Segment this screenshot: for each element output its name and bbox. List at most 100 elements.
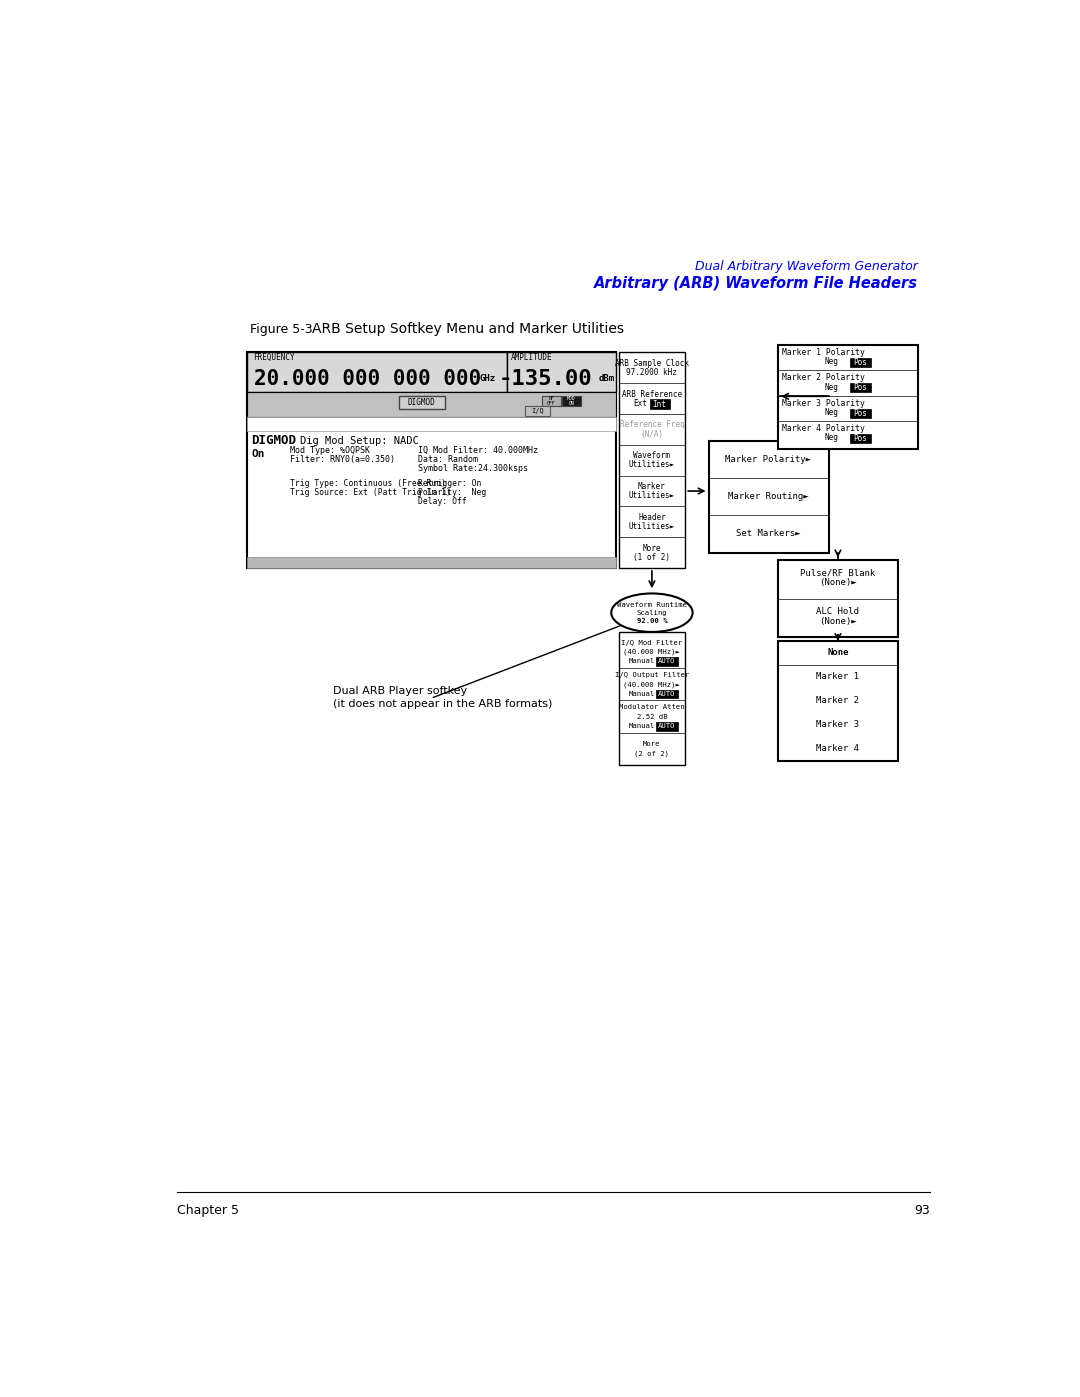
Bar [779, 345, 918, 448]
Text: dBm: dBm [598, 374, 615, 383]
Text: On: On [252, 448, 265, 460]
Text: Manual: Manual [629, 722, 654, 729]
Text: I/Q Mod Filter: I/Q Mod Filter [621, 640, 683, 645]
Bar [708, 441, 828, 553]
Text: (40.000 MHz)►: (40.000 MHz)► [623, 682, 680, 687]
Bar [247, 557, 616, 569]
Text: RF
OFF: RF OFF [546, 395, 555, 407]
Text: Pos: Pos [853, 434, 867, 443]
Text: -135.00: -135.00 [499, 369, 593, 388]
Text: Manual: Manual [629, 690, 654, 697]
Text: Dig Mod Setup: NADC: Dig Mod Setup: NADC [300, 436, 419, 446]
Text: More: More [644, 742, 661, 747]
Text: Mod Type: %OQPSK: Mod Type: %OQPSK [291, 446, 370, 455]
Text: AUTO: AUTO [658, 690, 675, 697]
Text: Modulator Atten: Modulator Atten [619, 704, 685, 711]
Text: I/Q: I/Q [531, 408, 543, 414]
Bar [656, 658, 677, 666]
Text: None: None [827, 648, 849, 657]
Bar [850, 358, 872, 367]
Text: Symbol Rate:24.300ksps: Symbol Rate:24.300ksps [418, 464, 528, 474]
Text: AUTO: AUTO [658, 722, 675, 729]
Bar [779, 641, 899, 760]
Text: Manual: Manual [629, 658, 654, 664]
Text: FREQUENCY: FREQUENCY [254, 353, 295, 362]
Bar [619, 352, 685, 569]
Text: Polarity:  Neg: Polarity: Neg [418, 488, 486, 497]
Text: ALC Hold: ALC Hold [816, 606, 860, 616]
Text: Trig Source: Ext (Patt Trig In 1): Trig Source: Ext (Patt Trig In 1) [291, 488, 450, 497]
Bar [247, 352, 507, 393]
Text: Trig Type: Continuous (Free Run): Trig Type: Continuous (Free Run) [291, 479, 446, 488]
Text: 97.2000 kHz: 97.2000 kHz [626, 367, 677, 377]
Text: Int: Int [652, 400, 666, 408]
Text: (1 of 2): (1 of 2) [634, 553, 671, 562]
Text: Arbitrary (ARB) Waveform File Headers: Arbitrary (ARB) Waveform File Headers [594, 275, 918, 291]
Text: More: More [643, 543, 661, 553]
Bar [247, 393, 616, 418]
Text: (40.000 MHz)►: (40.000 MHz)► [623, 648, 680, 655]
Text: Marker 3: Marker 3 [816, 719, 860, 729]
Text: Utilities►: Utilities► [629, 492, 675, 500]
Text: Chapter 5: Chapter 5 [177, 1204, 239, 1218]
Text: Reference Freq: Reference Freq [620, 420, 685, 429]
Text: DIGMOD: DIGMOD [408, 398, 435, 407]
Bar [850, 383, 872, 393]
Text: I/Q Output Filter: I/Q Output Filter [615, 672, 689, 678]
Text: Utilities►: Utilities► [629, 461, 675, 469]
Bar [562, 395, 581, 407]
Text: Marker 2: Marker 2 [816, 696, 860, 705]
Text: Pos: Pos [853, 409, 867, 418]
Bar [850, 409, 872, 418]
Text: Set Markers►: Set Markers► [735, 529, 800, 538]
Text: Filter: RNY0(a=0.350): Filter: RNY0(a=0.350) [291, 455, 395, 464]
Text: Dual ARB Player softkey: Dual ARB Player softkey [333, 686, 467, 696]
Bar [779, 560, 899, 637]
Text: Delay: Off: Delay: Off [418, 497, 467, 506]
Text: 2.52 dB: 2.52 dB [636, 714, 667, 719]
Text: ARB Setup Softkey Menu and Marker Utilities: ARB Setup Softkey Menu and Marker Utilit… [312, 323, 624, 337]
Bar [850, 434, 872, 443]
Text: ARB Reference: ARB Reference [622, 390, 681, 398]
Text: 20.000 000 000 000: 20.000 000 000 000 [254, 369, 481, 388]
Text: Marker 1 Polarity: Marker 1 Polarity [782, 348, 865, 358]
Text: GHz: GHz [480, 374, 496, 383]
Text: Figure 5-3: Figure 5-3 [249, 323, 312, 335]
Text: AUTO: AUTO [658, 658, 675, 664]
Text: 92.00 %: 92.00 % [636, 617, 667, 624]
Bar [399, 397, 445, 409]
Bar [656, 722, 677, 731]
Text: Ext: Ext [633, 398, 647, 408]
Text: (None)►: (None)► [819, 578, 856, 587]
Text: Marker 1: Marker 1 [816, 672, 860, 682]
Text: Marker 2 Polarity: Marker 2 Polarity [782, 373, 865, 383]
Bar [656, 690, 677, 698]
Text: 93: 93 [915, 1204, 930, 1218]
Text: Neg: Neg [825, 433, 839, 443]
Bar [247, 352, 616, 569]
Bar [542, 395, 562, 407]
Text: Waveform: Waveform [634, 451, 671, 460]
Text: Neg: Neg [825, 408, 839, 416]
Text: Neg: Neg [825, 358, 839, 366]
Text: DIGMOD: DIGMOD [252, 434, 296, 447]
Text: Neg: Neg [825, 383, 839, 391]
Text: Utilities►: Utilities► [629, 522, 675, 531]
Text: Pos: Pos [853, 358, 867, 367]
Bar [525, 407, 550, 415]
Text: Marker 3 Polarity: Marker 3 Polarity [782, 398, 865, 408]
Text: AMPLITUDE: AMPLITUDE [511, 353, 553, 362]
Bar [247, 418, 616, 432]
Text: Scaling: Scaling [636, 610, 667, 616]
Text: IQ Mod Filter: 40.000MHz: IQ Mod Filter: 40.000MHz [418, 446, 538, 455]
Text: Marker 4 Polarity: Marker 4 Polarity [782, 425, 865, 433]
Text: Waveform Runtime: Waveform Runtime [617, 602, 687, 608]
Text: Header: Header [638, 513, 665, 521]
Text: Pulse/RF Blank: Pulse/RF Blank [800, 569, 876, 577]
Text: ARB Sample Clock: ARB Sample Clock [615, 359, 689, 367]
Text: (N/A): (N/A) [640, 429, 663, 439]
Text: Marker Polarity►: Marker Polarity► [725, 455, 811, 464]
Text: Marker: Marker [638, 482, 665, 490]
Text: Marker 4: Marker 4 [816, 743, 860, 753]
Text: Retrigger: On: Retrigger: On [418, 479, 482, 488]
